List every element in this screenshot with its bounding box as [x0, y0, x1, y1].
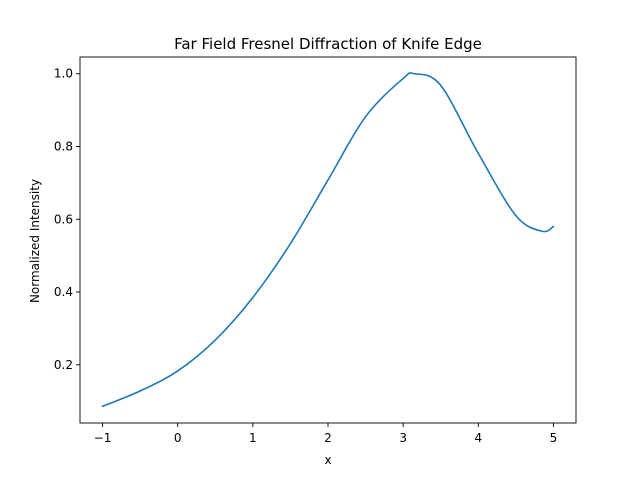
x-tick-label: 1 [249, 431, 257, 445]
x-tick-label: 5 [550, 431, 558, 445]
plot-area: −1 0 1 2 3 4 5 0.2 0.4 0.6 0.8 1.0 [54, 56, 577, 445]
y-axis-label: Normalized Intensity [28, 179, 42, 303]
x-tick-label: 3 [399, 431, 407, 445]
x-tick-label: 4 [474, 431, 482, 445]
y-tick-label: 0.6 [54, 212, 73, 226]
series-line [101, 72, 555, 408]
x-tick-label: −1 [94, 431, 112, 445]
y-tick-label: 1.0 [54, 67, 73, 81]
x-tick-label: 0 [174, 431, 182, 445]
y-tick-label: 0.4 [54, 285, 73, 299]
y-tick-label: 0.2 [54, 358, 73, 372]
y-tick-label: 0.8 [54, 139, 73, 153]
x-axis-label: x [324, 453, 331, 467]
chart-title: Far Field Fresnel Diffraction of Knife E… [174, 35, 482, 53]
x-tick-label: 2 [324, 431, 332, 445]
